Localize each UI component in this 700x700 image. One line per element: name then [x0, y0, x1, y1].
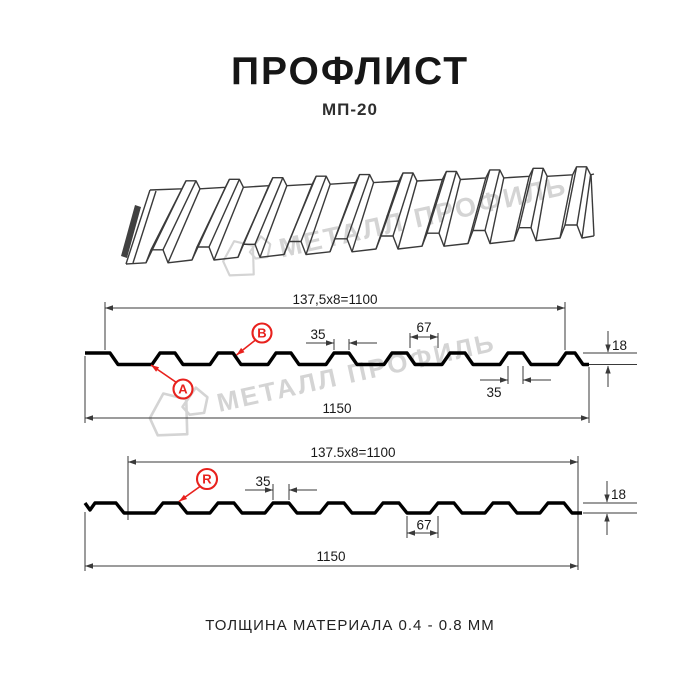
dim-crest-width-top: 35 [310, 327, 325, 342]
dim-height-top: 18 [612, 338, 627, 353]
watermark-upper: МЕТАЛЛ ПРОФИЛЬ [215, 164, 571, 284]
cross-section-top [84, 302, 637, 423]
side-a-marker: A [178, 382, 188, 397]
dim-working-width-bottom: 137.5x8=1100 [311, 445, 396, 460]
dim-overall-width-bottom: 1150 [316, 549, 345, 564]
page-title: ПРОФЛИСТ [230, 50, 470, 93]
metall-profil-logo-icon [222, 235, 272, 277]
dim-overall-width-top: 1150 [322, 401, 351, 416]
thickness-note: ТОЛЩИНА МАТЕРИАЛА 0.4 - 0.8 ММ [205, 617, 495, 634]
dim-valley-width-bottom: 67 [416, 518, 431, 533]
watermark-lower: МЕТАЛЛ ПРОФИЛЬ [140, 315, 501, 445]
dim-crest-width-bottom: 35 [255, 474, 270, 489]
cross-section-bottom [83, 456, 637, 571]
side-r-marker: R [202, 472, 212, 487]
dim-height-bottom: 18 [611, 487, 626, 502]
cross-section-bottom-texts: 137.5x8=1100 35 67 18 1150 R [202, 445, 626, 564]
product-code: МП-20 [322, 100, 378, 119]
side-b-marker: B [257, 326, 266, 341]
dim-rib-width-top: 35 [486, 385, 501, 400]
metall-profil-logo-icon [148, 386, 209, 437]
dim-valley-width-top: 67 [416, 320, 431, 335]
iso-view [121, 166, 595, 265]
dim-working-width-top: 137,5x8=1100 [293, 292, 378, 307]
cross-section-top-texts: 137,5x8=1100 35 67 35 18 1150 A B [178, 292, 627, 416]
